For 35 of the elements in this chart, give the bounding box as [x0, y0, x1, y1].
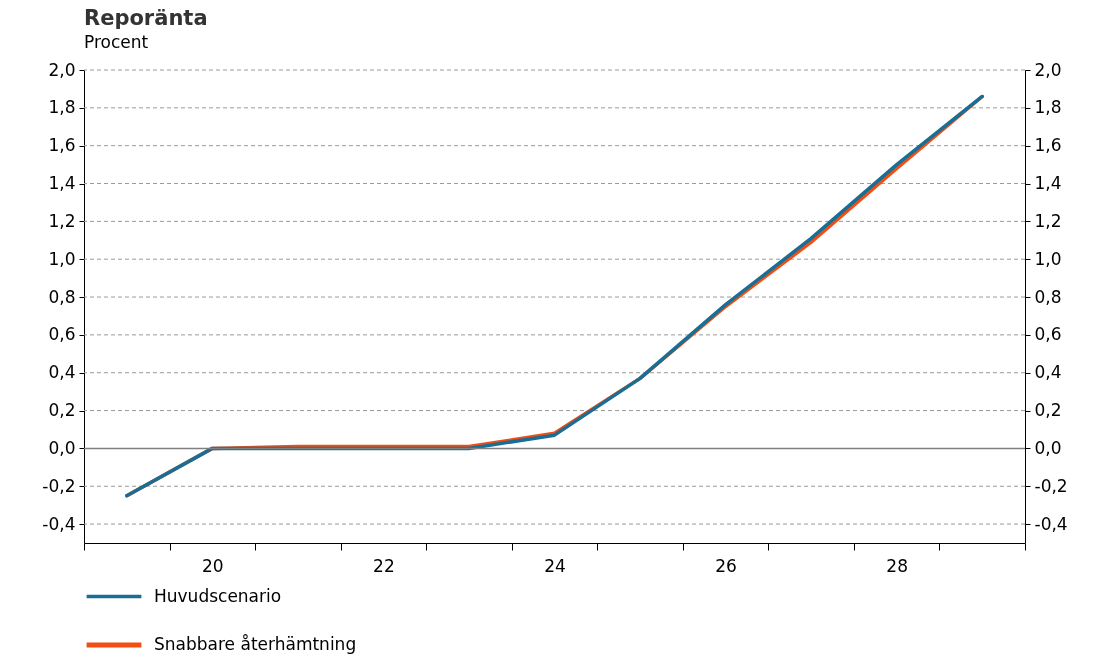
x-tick-label: 24 — [544, 555, 566, 576]
y2-tick-label: 1,8 — [1034, 97, 1062, 118]
x-tick-label: 20 — [202, 555, 224, 576]
y-tick-label: -0,2 — [42, 475, 76, 496]
y-tick-label: -0,4 — [42, 513, 76, 534]
y2-tick-label: -0,4 — [1034, 513, 1068, 534]
y-tick-label: 0,6 — [48, 324, 76, 345]
y-tick-label: 1,8 — [48, 97, 76, 118]
y-tick-label: 1,0 — [48, 248, 76, 269]
chart-title: Reporänta — [84, 6, 208, 30]
x-tick-label: 26 — [715, 555, 737, 576]
y2-tick-label: 0,2 — [1034, 400, 1062, 421]
y-tick-label: 1,2 — [48, 210, 76, 231]
y-tick-label: 0,2 — [48, 400, 76, 421]
y-tick-label: 2,0 — [48, 59, 76, 80]
y2-tick-label: 2,0 — [1034, 59, 1062, 80]
y2-tick-label: 1,2 — [1034, 210, 1062, 231]
x-tick-label: 22 — [373, 555, 395, 576]
y2-tick-label: -0,2 — [1034, 475, 1068, 496]
y-tick-label: 1,4 — [48, 173, 76, 194]
y-tick-label: 1,6 — [48, 135, 76, 156]
y2-tick-label: 1,6 — [1034, 135, 1062, 156]
y-tick-label: 0,8 — [48, 286, 76, 307]
y-tick-label: 0,4 — [48, 362, 76, 383]
legend-label: Snabbare återhämtning — [154, 634, 357, 654]
y2-tick-label: 0,8 — [1034, 286, 1062, 307]
chart-subtitle: Procent — [84, 32, 149, 52]
y2-tick-label: 1,0 — [1034, 248, 1062, 269]
y2-tick-label: 0,4 — [1034, 362, 1062, 383]
y2-tick-label: 1,4 — [1034, 173, 1062, 194]
y2-tick-label: 0,6 — [1034, 324, 1062, 345]
y2-tick-label: 0,0 — [1034, 437, 1062, 458]
legend-label: Huvudscenario — [154, 585, 282, 606]
y-tick-label: 0,0 — [48, 437, 76, 458]
x-tick-label: 28 — [886, 555, 908, 576]
